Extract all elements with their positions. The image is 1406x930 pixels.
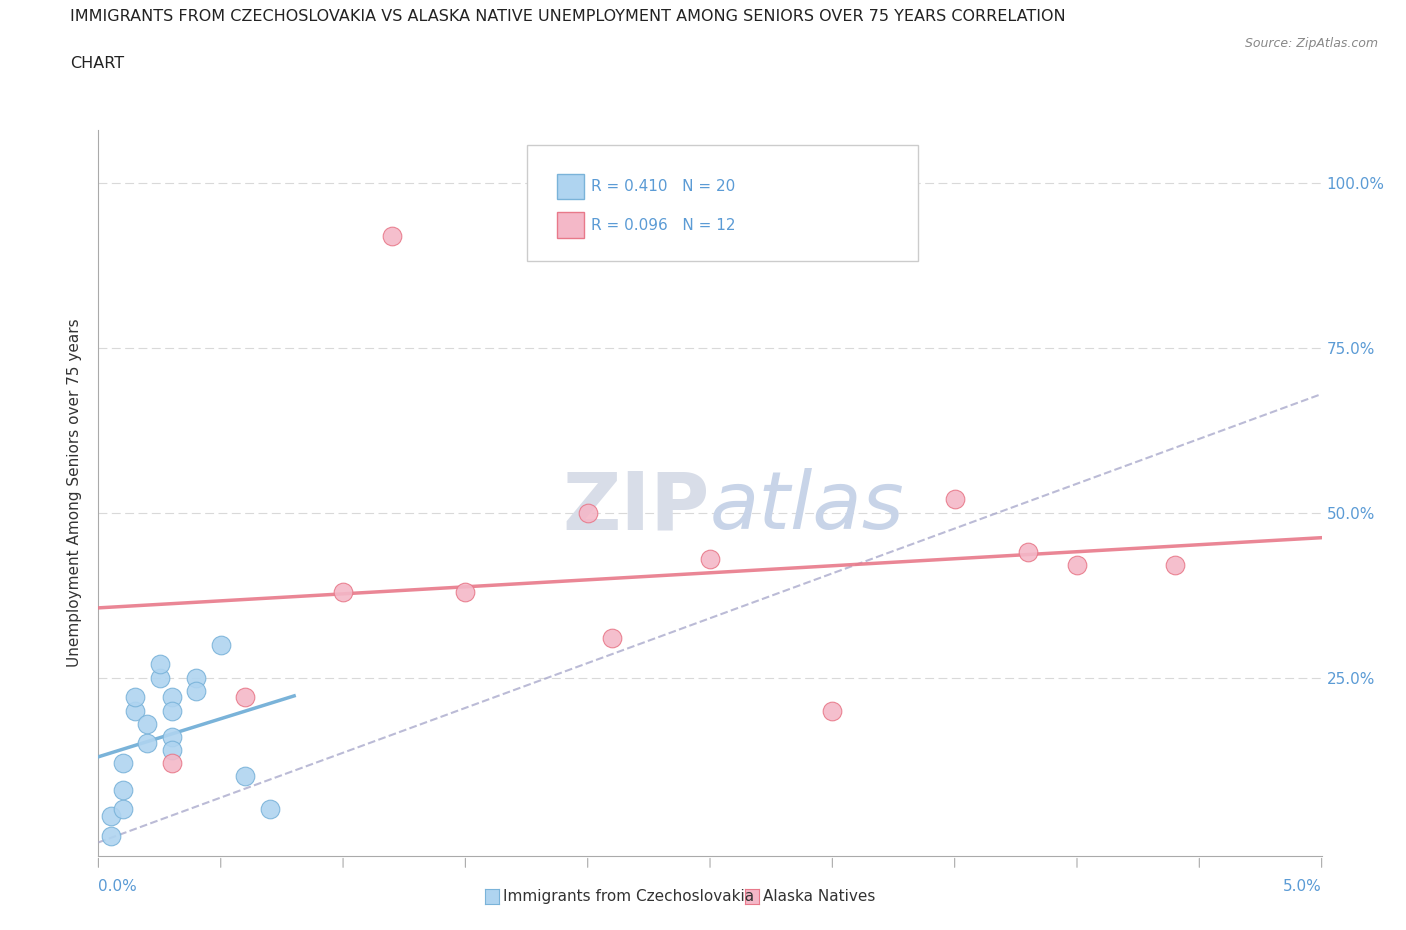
Point — [160, 743, 183, 758]
Point — [600, 631, 623, 645]
Point — [111, 802, 134, 817]
Point — [100, 829, 122, 844]
Point — [699, 551, 721, 566]
Text: 0.0%: 0.0% — [98, 879, 138, 894]
Point — [100, 808, 122, 823]
Point — [186, 671, 208, 685]
Point — [149, 657, 172, 671]
Point — [259, 802, 281, 817]
FancyBboxPatch shape — [557, 174, 583, 199]
Point — [1164, 558, 1187, 573]
FancyBboxPatch shape — [526, 145, 918, 260]
Point — [186, 684, 208, 698]
Point — [1066, 558, 1088, 573]
Text: IMMIGRANTS FROM CZECHOSLOVAKIA VS ALASKA NATIVE UNEMPLOYMENT AMONG SENIORS OVER : IMMIGRANTS FROM CZECHOSLOVAKIA VS ALASKA… — [70, 9, 1066, 24]
Text: atlas: atlas — [710, 469, 905, 547]
FancyBboxPatch shape — [557, 212, 583, 237]
Point — [124, 703, 146, 718]
Point — [160, 729, 183, 744]
Point — [160, 690, 183, 705]
Point — [454, 584, 477, 599]
Text: ZIP: ZIP — [562, 469, 710, 547]
Point — [124, 690, 146, 705]
Text: Alaska Natives: Alaska Natives — [763, 889, 876, 904]
Text: R = 0.410   N = 20: R = 0.410 N = 20 — [592, 179, 735, 194]
Text: Source: ZipAtlas.com: Source: ZipAtlas.com — [1244, 37, 1378, 50]
Point — [136, 716, 159, 731]
Point — [233, 690, 256, 705]
Y-axis label: Unemployment Among Seniors over 75 years: Unemployment Among Seniors over 75 years — [67, 319, 83, 667]
Point — [233, 769, 256, 784]
Point — [943, 492, 966, 507]
Point — [576, 505, 599, 520]
Point — [136, 736, 159, 751]
Point — [160, 703, 183, 718]
Point — [149, 671, 172, 685]
Text: Immigrants from Czechoslovakia: Immigrants from Czechoslovakia — [503, 889, 755, 904]
Point — [821, 703, 844, 718]
Point — [111, 782, 134, 797]
Point — [381, 228, 404, 243]
Point — [1017, 545, 1039, 560]
Point — [209, 637, 232, 652]
Text: R = 0.096   N = 12: R = 0.096 N = 12 — [592, 218, 735, 232]
Point — [160, 756, 183, 771]
Text: 5.0%: 5.0% — [1282, 879, 1322, 894]
Point — [332, 584, 354, 599]
Point — [111, 756, 134, 771]
Text: CHART: CHART — [70, 56, 124, 71]
